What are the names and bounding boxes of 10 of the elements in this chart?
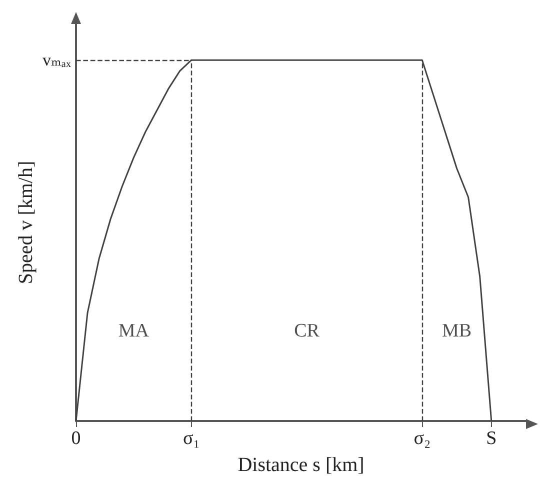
x-tick-label: 0 [71,428,81,449]
x-tick-label: S [486,428,497,449]
y-axis-title: Speed v [km/h] [15,160,37,284]
annotation: CR [294,320,320,342]
annotation: MA [118,320,150,342]
x-tick-label: σ₁ [182,428,200,449]
annotation: MB [442,320,472,342]
x-tick-label: σ₂ [414,428,431,449]
x-axis-title: Distance s [km] [238,454,364,476]
ref-line-label: vₘₐₓ [42,50,72,70]
